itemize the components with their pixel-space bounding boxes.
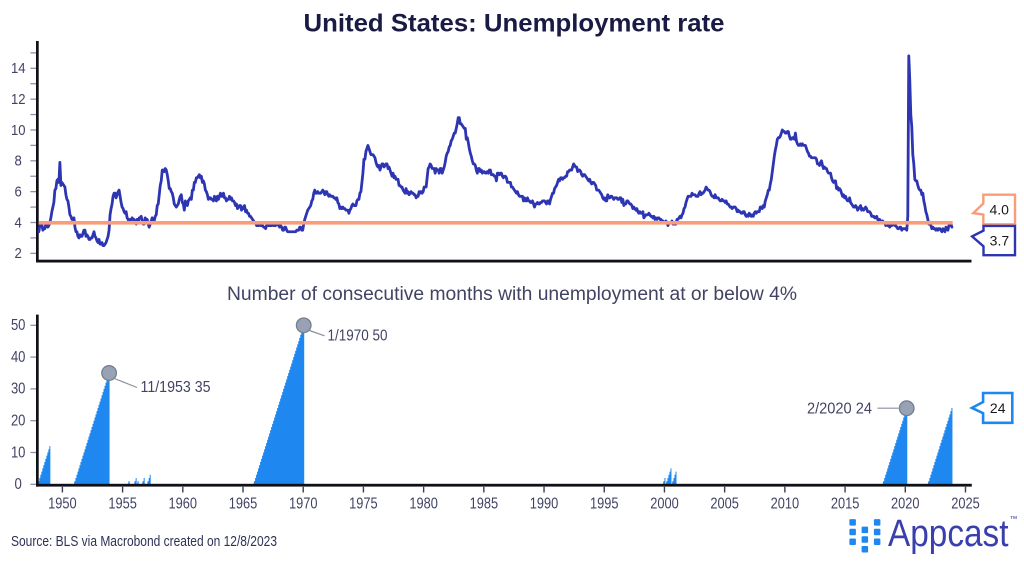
svg-text:40: 40 <box>11 349 26 366</box>
svg-text:11/1953 35: 11/1953 35 <box>141 379 211 396</box>
svg-text:1955: 1955 <box>108 496 137 513</box>
svg-text:10: 10 <box>11 444 26 461</box>
svg-text:1950: 1950 <box>48 496 77 513</box>
svg-text:Number of consecutive months w: Number of consecutive months with unempl… <box>227 284 797 305</box>
svg-text:2000: 2000 <box>650 496 679 513</box>
svg-text:1980: 1980 <box>409 496 438 513</box>
svg-text:6: 6 <box>15 183 22 200</box>
svg-text:30: 30 <box>11 381 26 398</box>
svg-text:20: 20 <box>11 413 26 430</box>
svg-text:1970: 1970 <box>289 496 318 513</box>
svg-text:1990: 1990 <box>530 496 559 513</box>
svg-text:1985: 1985 <box>470 496 499 513</box>
svg-text:0: 0 <box>15 476 22 493</box>
svg-text:2005: 2005 <box>710 496 739 513</box>
svg-text:2: 2 <box>15 245 22 262</box>
svg-text:3.7: 3.7 <box>990 233 1010 249</box>
svg-text:™: ™ <box>1010 515 1018 524</box>
svg-text:1995: 1995 <box>590 496 619 513</box>
svg-text:50: 50 <box>11 317 26 334</box>
svg-text:2010: 2010 <box>771 496 800 513</box>
svg-text:1/1970 50: 1/1970 50 <box>328 328 388 345</box>
svg-text:14: 14 <box>11 60 26 77</box>
svg-text:10: 10 <box>11 122 26 139</box>
svg-text:1960: 1960 <box>169 496 198 513</box>
svg-text:Appcast: Appcast <box>888 513 1009 555</box>
svg-text:8: 8 <box>15 153 22 170</box>
svg-text:2015: 2015 <box>831 496 860 513</box>
svg-text:2025: 2025 <box>951 496 980 513</box>
svg-text:1975: 1975 <box>349 496 378 513</box>
svg-text:2/2020 24: 2/2020 24 <box>807 401 872 418</box>
svg-text:24: 24 <box>990 400 1006 416</box>
svg-text:Source: BLS via Macrobond crea: Source: BLS via Macrobond created on 12/… <box>11 534 277 550</box>
svg-text:4: 4 <box>15 214 22 231</box>
svg-text:1965: 1965 <box>229 496 258 513</box>
svg-text:4.0: 4.0 <box>989 202 1009 218</box>
svg-text:United States: Unemployment ra: United States: Unemployment rate <box>304 9 725 37</box>
svg-text:2020: 2020 <box>891 496 920 513</box>
svg-text:12: 12 <box>11 91 26 108</box>
